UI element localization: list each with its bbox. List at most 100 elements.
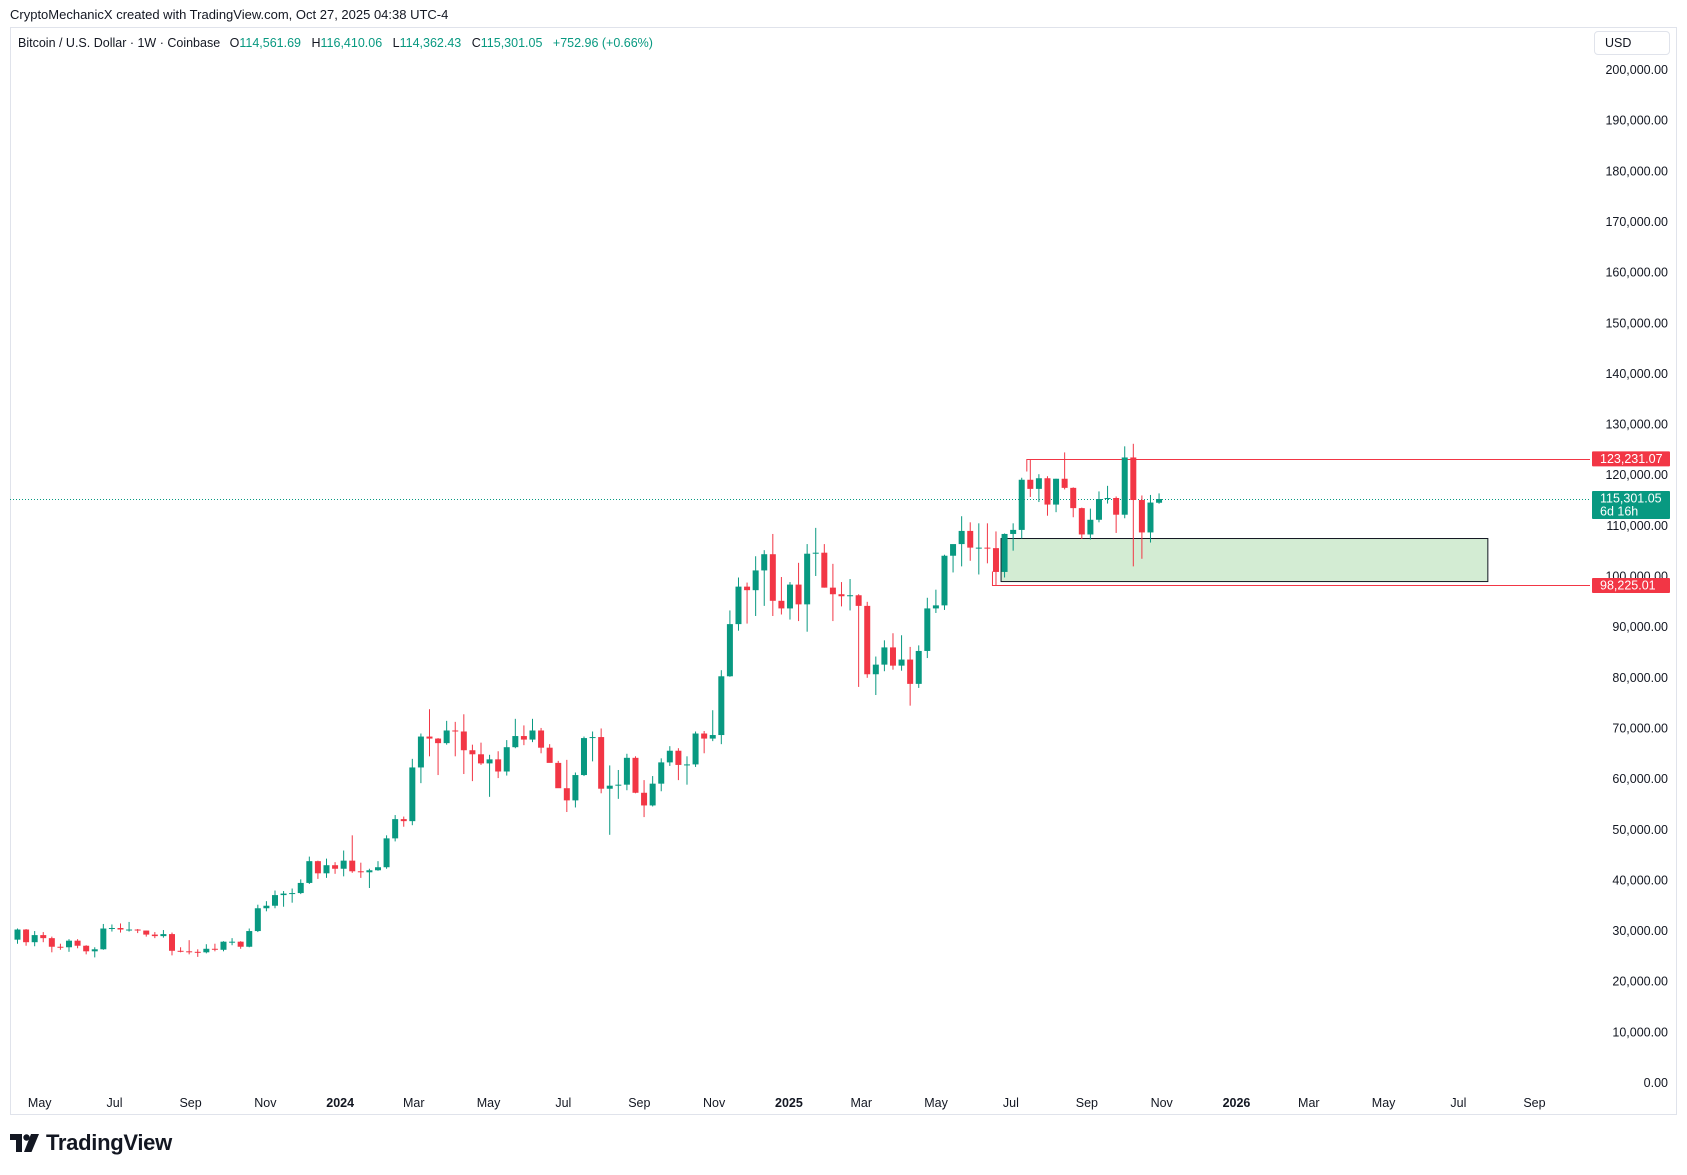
- candle[interactable]: [263, 901, 270, 912]
- candle[interactable]: [1061, 452, 1068, 490]
- candle[interactable]: [692, 731, 699, 767]
- candle[interactable]: [701, 730, 708, 754]
- candle[interactable]: [392, 815, 399, 842]
- candle[interactable]: [726, 610, 733, 677]
- candle[interactable]: [855, 594, 862, 687]
- candle[interactable]: [426, 709, 433, 757]
- candle[interactable]: [795, 562, 802, 622]
- candle[interactable]: [31, 931, 38, 947]
- candle[interactable]: [460, 714, 467, 775]
- candle[interactable]: [229, 938, 236, 946]
- candle[interactable]: [555, 760, 562, 789]
- candle[interactable]: [48, 936, 55, 953]
- candle[interactable]: [495, 751, 502, 779]
- candle[interactable]: [1035, 474, 1042, 503]
- support-line[interactable]: [991, 571, 1590, 586]
- candle[interactable]: [126, 921, 133, 932]
- candle[interactable]: [366, 868, 373, 888]
- candle[interactable]: [503, 740, 510, 776]
- candle[interactable]: [237, 941, 244, 949]
- candle[interactable]: [314, 860, 321, 879]
- candle[interactable]: [606, 765, 613, 835]
- candle[interactable]: [778, 577, 785, 615]
- demand-zone-box[interactable]: [1000, 538, 1489, 583]
- candle[interactable]: [486, 754, 493, 797]
- candle[interactable]: [512, 718, 519, 749]
- candle[interactable]: [40, 932, 47, 943]
- candle[interactable]: [1070, 487, 1077, 518]
- candle[interactable]: [186, 940, 193, 955]
- candle[interactable]: [477, 742, 484, 765]
- candle[interactable]: [1156, 493, 1163, 504]
- candle[interactable]: [786, 582, 793, 620]
- candle[interactable]: [143, 930, 150, 937]
- candle[interactable]: [804, 544, 811, 632]
- candle[interactable]: [709, 710, 716, 742]
- tradingview-logo[interactable]: TradingView: [10, 1130, 172, 1156]
- candle[interactable]: [177, 947, 184, 953]
- candle[interactable]: [615, 769, 622, 799]
- candle[interactable]: [821, 544, 828, 588]
- candle[interactable]: [950, 544, 957, 573]
- candle[interactable]: [718, 670, 725, 745]
- candle[interactable]: [546, 744, 553, 763]
- candle[interactable]: [563, 759, 570, 813]
- candle[interactable]: [1087, 508, 1094, 540]
- candle[interactable]: [1018, 477, 1025, 539]
- candle[interactable]: [666, 746, 673, 766]
- candle[interactable]: [907, 646, 914, 706]
- candle[interactable]: [323, 858, 330, 878]
- candle[interactable]: [864, 601, 871, 678]
- candle[interactable]: [572, 772, 579, 808]
- candle[interactable]: [340, 850, 347, 877]
- candle[interactable]: [598, 728, 605, 794]
- candle[interactable]: [65, 939, 72, 952]
- candle[interactable]: [151, 932, 158, 939]
- candle[interactable]: [1104, 485, 1111, 504]
- candle[interactable]: [1001, 533, 1008, 578]
- candle[interactable]: [829, 563, 836, 622]
- candle[interactable]: [469, 744, 476, 782]
- candle[interactable]: [280, 891, 287, 907]
- candle[interactable]: [1044, 476, 1051, 516]
- candle[interactable]: [744, 582, 751, 624]
- candle[interactable]: [1010, 523, 1017, 551]
- candle[interactable]: [735, 577, 742, 631]
- candle[interactable]: [992, 531, 999, 586]
- candle[interactable]: [57, 943, 64, 950]
- candle[interactable]: [14, 928, 21, 944]
- candle[interactable]: [769, 533, 776, 617]
- candle[interactable]: [246, 928, 253, 948]
- candle[interactable]: [915, 645, 922, 688]
- candle[interactable]: [1113, 496, 1120, 533]
- candle[interactable]: [117, 923, 124, 933]
- candle[interactable]: [589, 731, 596, 762]
- candle[interactable]: [349, 835, 356, 873]
- candle[interactable]: [91, 947, 98, 958]
- candle[interactable]: [1130, 443, 1137, 567]
- candle[interactable]: [1053, 478, 1060, 513]
- candle[interactable]: [932, 589, 939, 613]
- candle[interactable]: [400, 816, 407, 827]
- candle[interactable]: [1027, 458, 1034, 497]
- candle[interactable]: [374, 861, 381, 871]
- candle[interactable]: [975, 523, 982, 575]
- candle[interactable]: [889, 633, 896, 670]
- candle[interactable]: [529, 718, 536, 743]
- candle[interactable]: [520, 725, 527, 746]
- candle[interactable]: [632, 756, 639, 794]
- candle[interactable]: [100, 923, 107, 950]
- candle[interactable]: [23, 929, 30, 946]
- candle[interactable]: [332, 862, 339, 874]
- candle[interactable]: [211, 943, 218, 952]
- candle[interactable]: [383, 835, 390, 869]
- candle[interactable]: [289, 888, 296, 903]
- candle[interactable]: [203, 944, 210, 954]
- candle[interactable]: [761, 550, 768, 606]
- candle[interactable]: [306, 856, 313, 884]
- candle[interactable]: [898, 635, 905, 671]
- candle[interactable]: [160, 930, 167, 938]
- candle[interactable]: [1095, 491, 1102, 523]
- candle[interactable]: [812, 527, 819, 576]
